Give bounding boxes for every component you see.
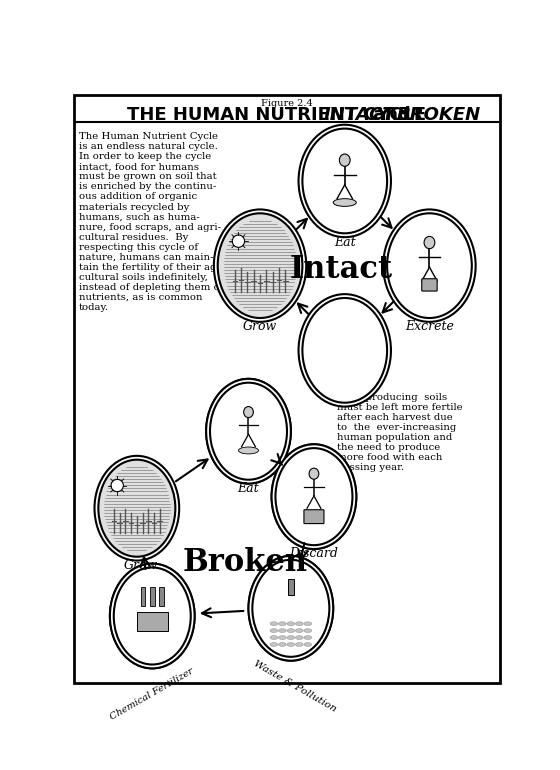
Text: cultural residues.  By: cultural residues. By — [79, 233, 189, 242]
Ellipse shape — [249, 556, 333, 661]
Ellipse shape — [206, 379, 291, 484]
Ellipse shape — [270, 642, 278, 647]
Ellipse shape — [424, 236, 435, 249]
Text: instead of depleting them of: instead of depleting them of — [79, 283, 223, 292]
Ellipse shape — [287, 642, 295, 647]
Ellipse shape — [287, 635, 295, 639]
Ellipse shape — [304, 621, 311, 625]
Text: human population and: human population and — [337, 433, 452, 442]
Bar — [150, 587, 155, 606]
Text: Broken: Broken — [182, 547, 307, 578]
Text: more food with each: more food with each — [337, 453, 442, 462]
Ellipse shape — [298, 294, 391, 407]
Ellipse shape — [270, 628, 278, 633]
Text: is enriched by the continu-: is enriched by the continu- — [79, 182, 216, 192]
Ellipse shape — [298, 125, 391, 237]
Ellipse shape — [95, 456, 179, 561]
Text: ous addition of organic: ous addition of organic — [79, 192, 197, 202]
Text: Return to Soil: Return to Soil — [308, 355, 381, 364]
Ellipse shape — [278, 635, 286, 639]
Text: tain the fertility of their agri-: tain the fertility of their agri- — [79, 263, 228, 272]
Ellipse shape — [218, 213, 302, 318]
Text: today.: today. — [79, 303, 109, 312]
Ellipse shape — [253, 560, 329, 657]
Text: respecting this cycle of: respecting this cycle of — [79, 243, 198, 252]
Ellipse shape — [296, 628, 303, 633]
Ellipse shape — [339, 154, 350, 166]
Ellipse shape — [270, 621, 278, 625]
Text: Grow: Grow — [243, 320, 277, 333]
Text: must be grown on soil that: must be grown on soil that — [79, 172, 217, 182]
Ellipse shape — [296, 642, 303, 647]
Ellipse shape — [304, 642, 311, 647]
Ellipse shape — [114, 567, 191, 665]
Text: nature, humans can main-: nature, humans can main- — [79, 253, 213, 262]
Text: BROKEN: BROKEN — [396, 106, 480, 124]
Ellipse shape — [304, 635, 311, 639]
Ellipse shape — [309, 468, 319, 479]
Text: materials recycled by: materials recycled by — [79, 203, 189, 212]
Text: is an endless natural cycle.: is an endless natural cycle. — [79, 142, 218, 152]
Ellipse shape — [383, 209, 475, 322]
Ellipse shape — [239, 447, 259, 454]
Text: In order to keep the cycle: In order to keep the cycle — [79, 152, 211, 162]
Text: THE HUMAN NUTRIENT CYCLE: THE HUMAN NUTRIENT CYCLE — [127, 106, 432, 124]
Text: nure, food scraps, and agri-: nure, food scraps, and agri- — [79, 223, 221, 232]
Ellipse shape — [278, 621, 286, 625]
Ellipse shape — [302, 298, 387, 403]
Ellipse shape — [287, 621, 295, 625]
Text: cultural soils indefinitely,: cultural soils indefinitely, — [79, 273, 208, 282]
Text: and: and — [367, 106, 417, 124]
Ellipse shape — [304, 628, 311, 633]
Text: must be left more fertile: must be left more fertile — [337, 403, 463, 412]
Text: after each harvest due: after each harvest due — [337, 413, 453, 422]
Ellipse shape — [296, 621, 303, 625]
Text: Chemical Fertilizer: Chemical Fertilizer — [109, 667, 195, 722]
Text: Eat: Eat — [334, 236, 356, 249]
Circle shape — [232, 235, 245, 247]
Ellipse shape — [278, 628, 286, 633]
Text: Grow: Grow — [124, 559, 158, 572]
Ellipse shape — [110, 564, 195, 668]
Ellipse shape — [272, 444, 356, 549]
Ellipse shape — [110, 564, 195, 668]
Text: Waste & Pollution: Waste & Pollution — [252, 659, 338, 714]
Ellipse shape — [214, 209, 306, 322]
Text: Excrete: Excrete — [405, 320, 454, 333]
Ellipse shape — [276, 448, 352, 545]
Ellipse shape — [333, 199, 356, 206]
Text: to  the  ever-increasing: to the ever-increasing — [337, 423, 456, 432]
Text: INTACT: INTACT — [323, 106, 395, 124]
Text: Discard: Discard — [290, 547, 338, 561]
Text: Food-producing  soils: Food-producing soils — [337, 393, 447, 402]
Ellipse shape — [287, 628, 295, 633]
Ellipse shape — [272, 444, 356, 549]
Ellipse shape — [244, 407, 253, 417]
Bar — [159, 587, 164, 606]
Ellipse shape — [296, 635, 303, 639]
Text: intact, food for humans: intact, food for humans — [79, 162, 199, 172]
Ellipse shape — [278, 642, 286, 647]
Circle shape — [111, 480, 123, 492]
Text: nutrients, as is common: nutrients, as is common — [79, 293, 203, 302]
FancyBboxPatch shape — [304, 510, 324, 524]
Text: Eat: Eat — [237, 482, 259, 495]
Text: the need to produce: the need to produce — [337, 443, 440, 452]
Text: humans, such as huma-: humans, such as huma- — [79, 213, 200, 222]
Bar — [141, 587, 145, 606]
FancyBboxPatch shape — [422, 279, 437, 291]
Bar — [137, 612, 167, 631]
Text: Intact: Intact — [290, 254, 393, 285]
Ellipse shape — [99, 460, 175, 557]
Text: Figure 2.4: Figure 2.4 — [261, 99, 313, 109]
Text: COMPOST: COMPOST — [306, 337, 384, 351]
Ellipse shape — [206, 379, 291, 484]
Ellipse shape — [270, 635, 278, 639]
Bar — [288, 579, 294, 594]
Text: The Human Nutrient Cycle: The Human Nutrient Cycle — [79, 132, 218, 142]
Text: passing year.: passing year. — [337, 463, 404, 472]
Ellipse shape — [249, 556, 333, 661]
Ellipse shape — [210, 383, 287, 480]
